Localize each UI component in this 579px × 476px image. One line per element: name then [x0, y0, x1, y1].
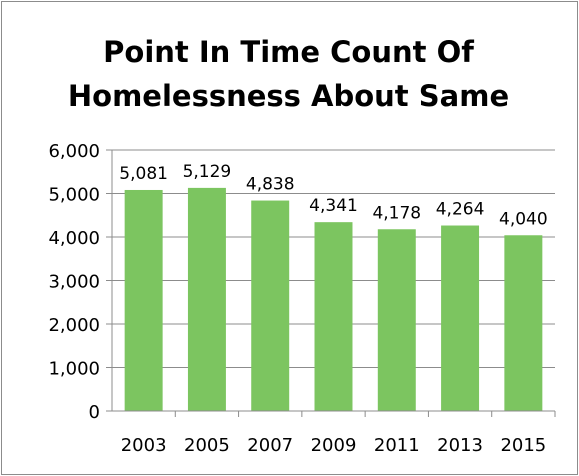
data-label-2003: 5,081: [119, 164, 168, 184]
bar-2005: [187, 187, 226, 411]
x-tick-label-2013: 2013: [437, 435, 483, 456]
y-tick-label: 2,000: [48, 315, 100, 336]
bar-2009: [314, 222, 353, 411]
y-tick-label: 3,000: [48, 272, 100, 293]
bar-2007: [251, 200, 290, 411]
x-tick-label-2005: 2005: [184, 435, 230, 456]
axes: 0 1,000 2,000 3,000 4,000 5,000 6,000 2003 2005 2…: [48, 141, 556, 456]
x-tick-label-2009: 2009: [311, 435, 357, 456]
y-tick-label: 4,000: [48, 228, 100, 249]
data-label-2013: 4,264: [436, 200, 485, 220]
bar-2003: [124, 189, 163, 411]
data-label-2005: 5,129: [183, 162, 232, 182]
bar-2011: [377, 229, 416, 411]
chart-title-line-1: Point In Time Count Of: [103, 35, 474, 69]
x-tick-label-2015: 2015: [500, 435, 546, 456]
x-tick-label-2011: 2011: [374, 435, 420, 456]
data-label-2015: 4,040: [499, 209, 548, 229]
bars: [124, 187, 543, 411]
chart-title-line-2: Homelessness About Same: [67, 79, 510, 113]
data-labels: 5,081 5,129 4,838 4,341 4,178 4,264 4,040: [119, 162, 547, 229]
chart-title: Point In Time Count Of Homelessness Abou…: [0, 30, 577, 118]
bar-2015: [504, 235, 543, 411]
data-label-2009: 4,341: [309, 196, 358, 216]
data-label-2011: 4,178: [372, 203, 421, 223]
y-tick-label: 6,000: [48, 141, 100, 162]
data-label-2007: 4,838: [246, 175, 295, 195]
x-tick-label-2007: 2007: [247, 435, 293, 456]
bar-2013: [441, 225, 480, 411]
y-tick-label: 5,000: [48, 185, 100, 206]
y-tick-label: 0: [89, 402, 100, 423]
y-tick-label: 1,000: [48, 359, 100, 380]
x-tick-label-2003: 2003: [121, 435, 167, 456]
